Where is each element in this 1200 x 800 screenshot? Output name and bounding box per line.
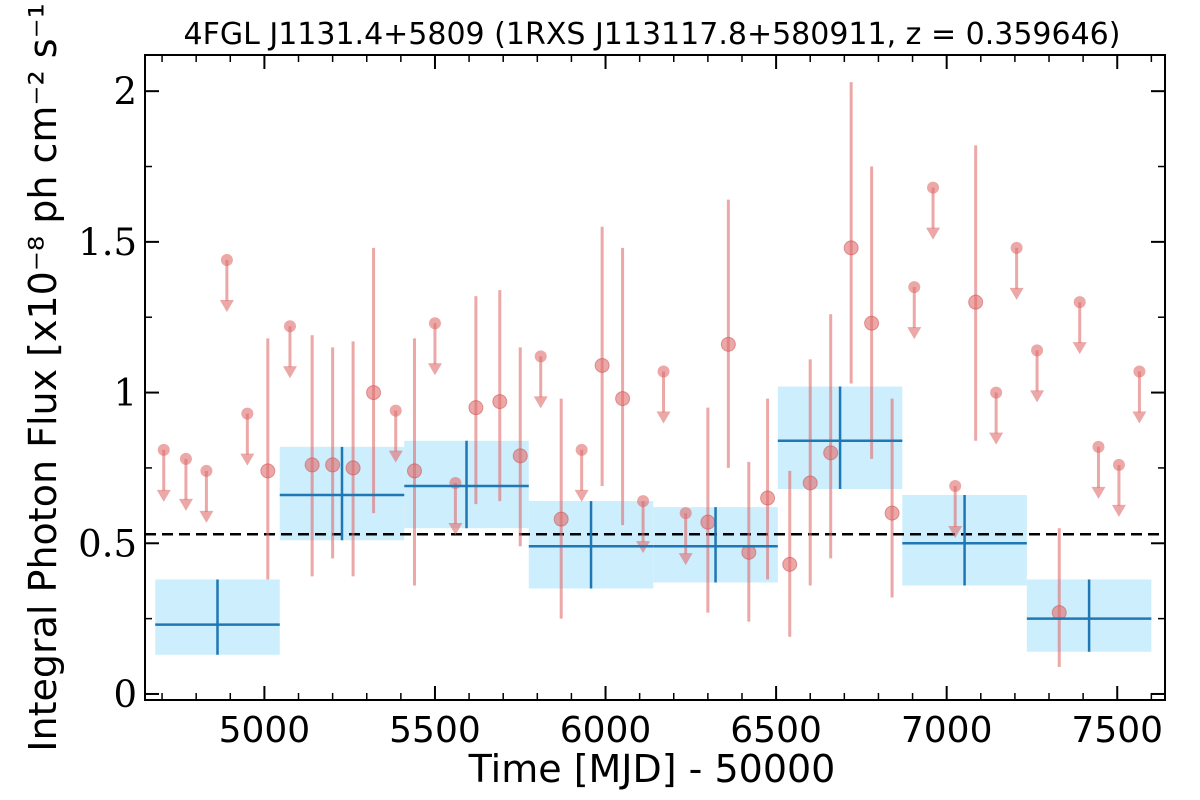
x-tick-label: 7500	[1071, 710, 1163, 751]
detection-point	[700, 514, 716, 530]
upper-limit-point	[1073, 296, 1086, 309]
upper-limit-arrow	[574, 489, 589, 502]
upper-limit-point	[1112, 458, 1125, 471]
upper-limit-arrow	[199, 510, 214, 523]
upper-limit-arrow	[282, 366, 297, 379]
upper-limit-point	[534, 350, 547, 363]
upper-limit-point	[990, 386, 1003, 399]
y-tick-label: 1.5	[78, 221, 137, 264]
detection-point	[843, 240, 859, 256]
upper-limit-point	[220, 253, 233, 266]
upper-limit-arrow	[156, 489, 171, 502]
upper-limit-arrow	[1132, 411, 1147, 424]
upper-limit-arrow	[1009, 287, 1024, 300]
upper-limit-arrow	[1091, 486, 1106, 499]
upper-limit-point	[389, 404, 402, 417]
detection-point	[720, 336, 736, 352]
upper-limit-arrow	[1072, 342, 1087, 355]
upper-limit-point	[1031, 344, 1044, 357]
detection-point	[823, 445, 839, 461]
plot-frame	[144, 54, 1166, 701]
detection-point	[260, 463, 276, 479]
upper-limit-arrow	[178, 498, 193, 511]
upper-limit-arrow	[678, 553, 693, 566]
upper-limit-arrow	[388, 450, 403, 463]
upper-limit-arrow	[1111, 504, 1126, 517]
x-axis-label: Time [MJD] - 50000	[468, 747, 836, 791]
detection-point	[782, 556, 798, 572]
detection-point	[884, 505, 900, 521]
detection-point	[968, 294, 984, 310]
upper-limit-point	[200, 464, 213, 477]
x-tick-label: 5000	[219, 710, 311, 751]
detection-point	[802, 475, 818, 491]
y-tick-label: 1	[113, 372, 137, 415]
upper-limit-arrow	[427, 363, 442, 376]
x-tick-label: 5500	[389, 710, 481, 751]
detection-point	[760, 490, 776, 506]
upper-limit-point	[575, 443, 588, 456]
upper-limit-point	[157, 443, 170, 456]
detection-point	[864, 315, 880, 331]
detection-point	[468, 400, 484, 416]
upper-limit-point	[283, 320, 296, 333]
x-tick-label: 7000	[901, 710, 993, 751]
upper-limit-arrow	[219, 299, 234, 312]
upper-limit-arrow	[656, 411, 671, 424]
detection-point	[553, 511, 569, 527]
upper-limit-arrow	[926, 227, 941, 240]
upper-limit-point	[637, 495, 650, 508]
upper-limit-arrow	[989, 432, 1004, 445]
upper-limit-point	[1133, 365, 1146, 378]
detection-point	[304, 457, 320, 473]
detection-point	[325, 457, 341, 473]
x-tick-label: 6000	[560, 710, 652, 751]
detection-point	[594, 357, 610, 373]
upper-limit-point	[927, 181, 940, 194]
upper-limit-arrow	[948, 526, 963, 539]
detection-point	[406, 463, 422, 479]
upper-limit-arrow	[1030, 390, 1045, 403]
detection-point	[492, 394, 508, 410]
upper-limit-point	[1092, 440, 1105, 453]
upper-limit-arrow	[533, 396, 548, 409]
upper-limit-point	[1010, 241, 1023, 254]
detection-point	[366, 385, 382, 401]
upper-limit-point	[908, 281, 921, 294]
chart-title: 4FGL J1131.4+5809 (1RXS J113117.8+580911…	[184, 17, 1121, 52]
y-axis-label: Integral Photon Flux [x10⁻⁸ ph cm⁻² s⁻¹]	[21, 0, 65, 752]
upper-limit-arrow	[448, 522, 463, 535]
upper-limit-point	[679, 507, 692, 520]
detection-point	[512, 448, 528, 464]
plot-area: 5000 5500 6000 6500 7000 7500 0 0.5 1 1.5 2	[78, 54, 1166, 751]
x-tick-label: 6500	[730, 710, 822, 751]
upper-limit-point	[179, 452, 192, 465]
detection-point	[615, 391, 631, 407]
y-tick-label: 0.5	[78, 522, 137, 565]
upper-limit-point	[428, 317, 441, 330]
detection-point	[345, 460, 361, 476]
upper-limit-arrow	[907, 327, 922, 340]
upper-limit-point	[949, 480, 962, 493]
y-tick-label: 0	[113, 673, 137, 716]
upper-limit-point	[657, 365, 670, 378]
upper-limit-arrow	[240, 453, 255, 466]
y-tick-label: 2	[113, 70, 137, 113]
upper-limit-point	[241, 407, 254, 420]
